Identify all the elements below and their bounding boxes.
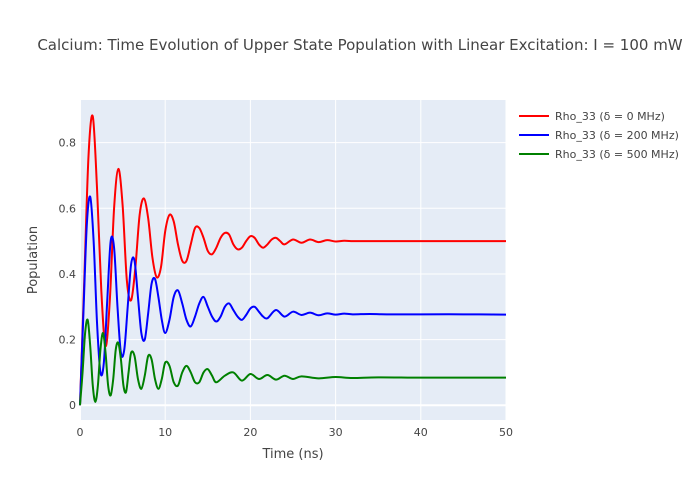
x-tick-label: 20 xyxy=(243,426,257,439)
x-axis-ticks: 0 10 20 30 40 50 xyxy=(77,426,514,439)
legend-label: Rho_33 (δ = 0 MHz) xyxy=(555,110,665,123)
y-tick-label: 0.8 xyxy=(59,137,77,150)
x-tick-label: 40 xyxy=(414,426,428,439)
legend-label: Rho_33 (δ = 200 MHz) xyxy=(555,129,679,142)
series-line-0 xyxy=(79,114,507,406)
x-tick-label: 50 xyxy=(499,426,513,439)
x-tick-label: 0 xyxy=(77,426,84,439)
y-axis-ticks: 0 0.2 0.4 0.6 0.8 xyxy=(59,137,77,413)
series-line-2 xyxy=(79,318,506,406)
y-axis-title: Population xyxy=(26,226,41,294)
x-tick-label: 10 xyxy=(158,426,172,439)
grid-lines xyxy=(79,100,507,420)
plot-area xyxy=(80,100,506,420)
legend-item-2[interactable]: Rho_33 (δ = 500 MHz) xyxy=(519,148,679,161)
y-tick-label: 0.6 xyxy=(59,202,77,215)
chart-title: Calcium: Time Evolution of Upper State P… xyxy=(37,36,682,54)
legend-label: Rho_33 (δ = 500 MHz) xyxy=(555,148,679,161)
series-lines xyxy=(79,114,507,406)
legend-item-1[interactable]: Rho_33 (δ = 200 MHz) xyxy=(519,129,679,142)
series-line-1 xyxy=(79,195,507,406)
y-tick-label: 0.2 xyxy=(59,334,77,347)
y-tick-label: 0.4 xyxy=(59,268,77,281)
x-tick-label: 30 xyxy=(329,426,343,439)
legend-item-0[interactable]: Rho_33 (δ = 0 MHz) xyxy=(519,110,665,123)
x-axis-title: Time (ns) xyxy=(261,447,323,462)
y-tick-label: 0 xyxy=(69,399,76,412)
legend[interactable]: Rho_33 (δ = 0 MHz) Rho_33 (δ = 200 MHz) Rh… xyxy=(519,110,679,161)
